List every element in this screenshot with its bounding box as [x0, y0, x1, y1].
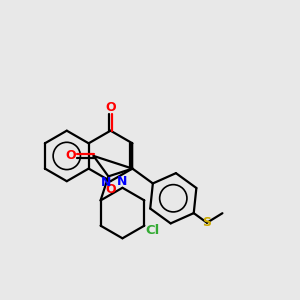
Text: Cl: Cl	[146, 224, 160, 237]
Text: N: N	[117, 175, 128, 188]
Text: O: O	[105, 101, 116, 114]
Text: N: N	[101, 176, 112, 188]
Text: O: O	[105, 183, 116, 196]
Text: S: S	[202, 216, 211, 229]
Text: O: O	[65, 149, 76, 162]
